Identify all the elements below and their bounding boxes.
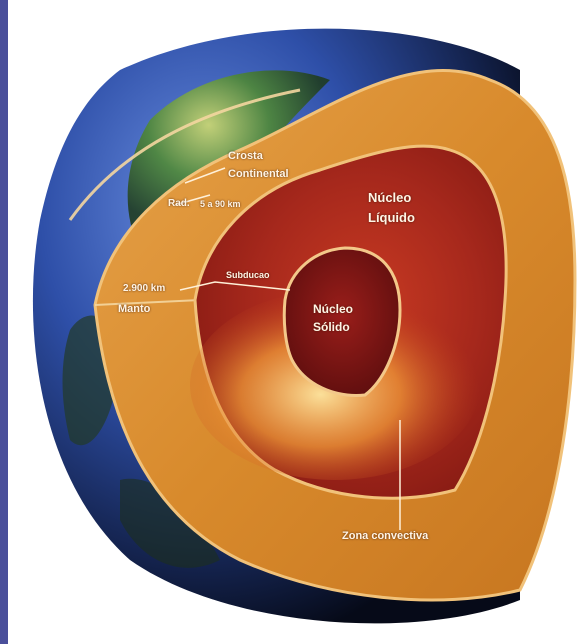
inner-core-layer: [282, 246, 402, 397]
crust-depth-prefix: Rad.: [168, 198, 190, 209]
convective-zone-label: Zona convectiva: [342, 530, 429, 542]
crust-label-line2: Continental: [228, 168, 289, 180]
outer-core-label-line2: Líquido: [368, 210, 415, 225]
outer-core-label-line1: Núcleo: [368, 190, 412, 205]
crust-label-line1: Crosta: [228, 150, 263, 162]
subduction-label: Subducao: [226, 270, 270, 280]
left-frame-bar: [0, 0, 8, 644]
inner-core-label-line1: Núcleo: [313, 302, 354, 316]
mantle-depth: 2.900 km: [123, 283, 166, 294]
crust-depth: 5 a 90 km: [200, 199, 241, 209]
leader-lines: [174, 167, 401, 530]
inner-core-label-line2: Sólido: [313, 320, 350, 334]
mantle-boundary-line: [94, 299, 201, 306]
mantle-name: Manto: [118, 303, 151, 315]
crust-boundary: [68, 88, 301, 221]
